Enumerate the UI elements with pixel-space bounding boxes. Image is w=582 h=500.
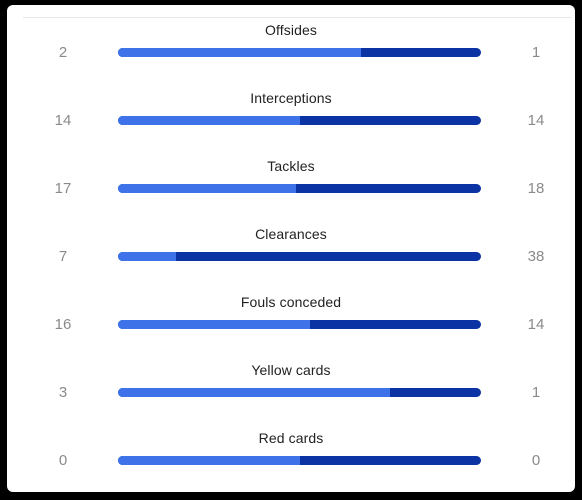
home-share-fill bbox=[118, 456, 300, 465]
comparison-bar bbox=[118, 252, 481, 261]
away-value: 1 bbox=[531, 44, 541, 61]
away-value: 14 bbox=[527, 112, 545, 129]
home-value: 14 bbox=[54, 112, 72, 129]
home-share-fill bbox=[118, 320, 311, 329]
stat-label: Red cards bbox=[258, 430, 324, 446]
comparison-bar bbox=[118, 456, 481, 465]
stat-label: Yellow cards bbox=[251, 362, 331, 378]
home-share-fill bbox=[118, 252, 177, 261]
stat-label: Clearances bbox=[255, 226, 327, 242]
match-stats-panel: Offsides 2 1 Interceptions 14 14 Tackles… bbox=[7, 5, 575, 492]
home-value: 0 bbox=[58, 452, 68, 469]
stat-row-clearances: Clearances 7 38 bbox=[7, 226, 575, 286]
stat-row-offsides: Offsides 2 1 bbox=[7, 22, 575, 82]
home-value: 2 bbox=[58, 44, 68, 61]
stat-label: Interceptions bbox=[250, 90, 332, 106]
comparison-bar bbox=[118, 48, 481, 57]
home-share-fill bbox=[118, 184, 296, 193]
comparison-bar bbox=[118, 388, 481, 397]
home-share-fill bbox=[118, 116, 300, 125]
away-value: 0 bbox=[531, 452, 541, 469]
away-value: 18 bbox=[527, 180, 545, 197]
stat-row-tackles: Tackles 17 18 bbox=[7, 158, 575, 218]
home-value: 16 bbox=[54, 316, 72, 333]
stat-row-interceptions: Interceptions 14 14 bbox=[7, 90, 575, 150]
home-value: 17 bbox=[54, 180, 72, 197]
stat-label: Fouls conceded bbox=[240, 294, 342, 310]
comparison-bar bbox=[118, 116, 481, 125]
stat-label: Offsides bbox=[265, 22, 317, 38]
home-value: 7 bbox=[58, 248, 68, 265]
stat-row-fouls-conceded: Fouls conceded 16 14 bbox=[7, 294, 575, 354]
top-divider bbox=[23, 17, 571, 18]
stat-label: Tackles bbox=[267, 158, 315, 174]
away-value: 38 bbox=[527, 248, 545, 265]
stat-row-yellow-cards: Yellow cards 3 1 bbox=[7, 362, 575, 422]
home-share-fill bbox=[118, 388, 391, 397]
away-value: 1 bbox=[531, 384, 541, 401]
home-value: 3 bbox=[58, 384, 68, 401]
stat-row-red-cards: Red cards 0 0 bbox=[7, 430, 575, 490]
comparison-bar bbox=[118, 320, 481, 329]
home-share-fill bbox=[118, 48, 362, 57]
comparison-bar bbox=[118, 184, 481, 193]
away-value: 14 bbox=[527, 316, 545, 333]
